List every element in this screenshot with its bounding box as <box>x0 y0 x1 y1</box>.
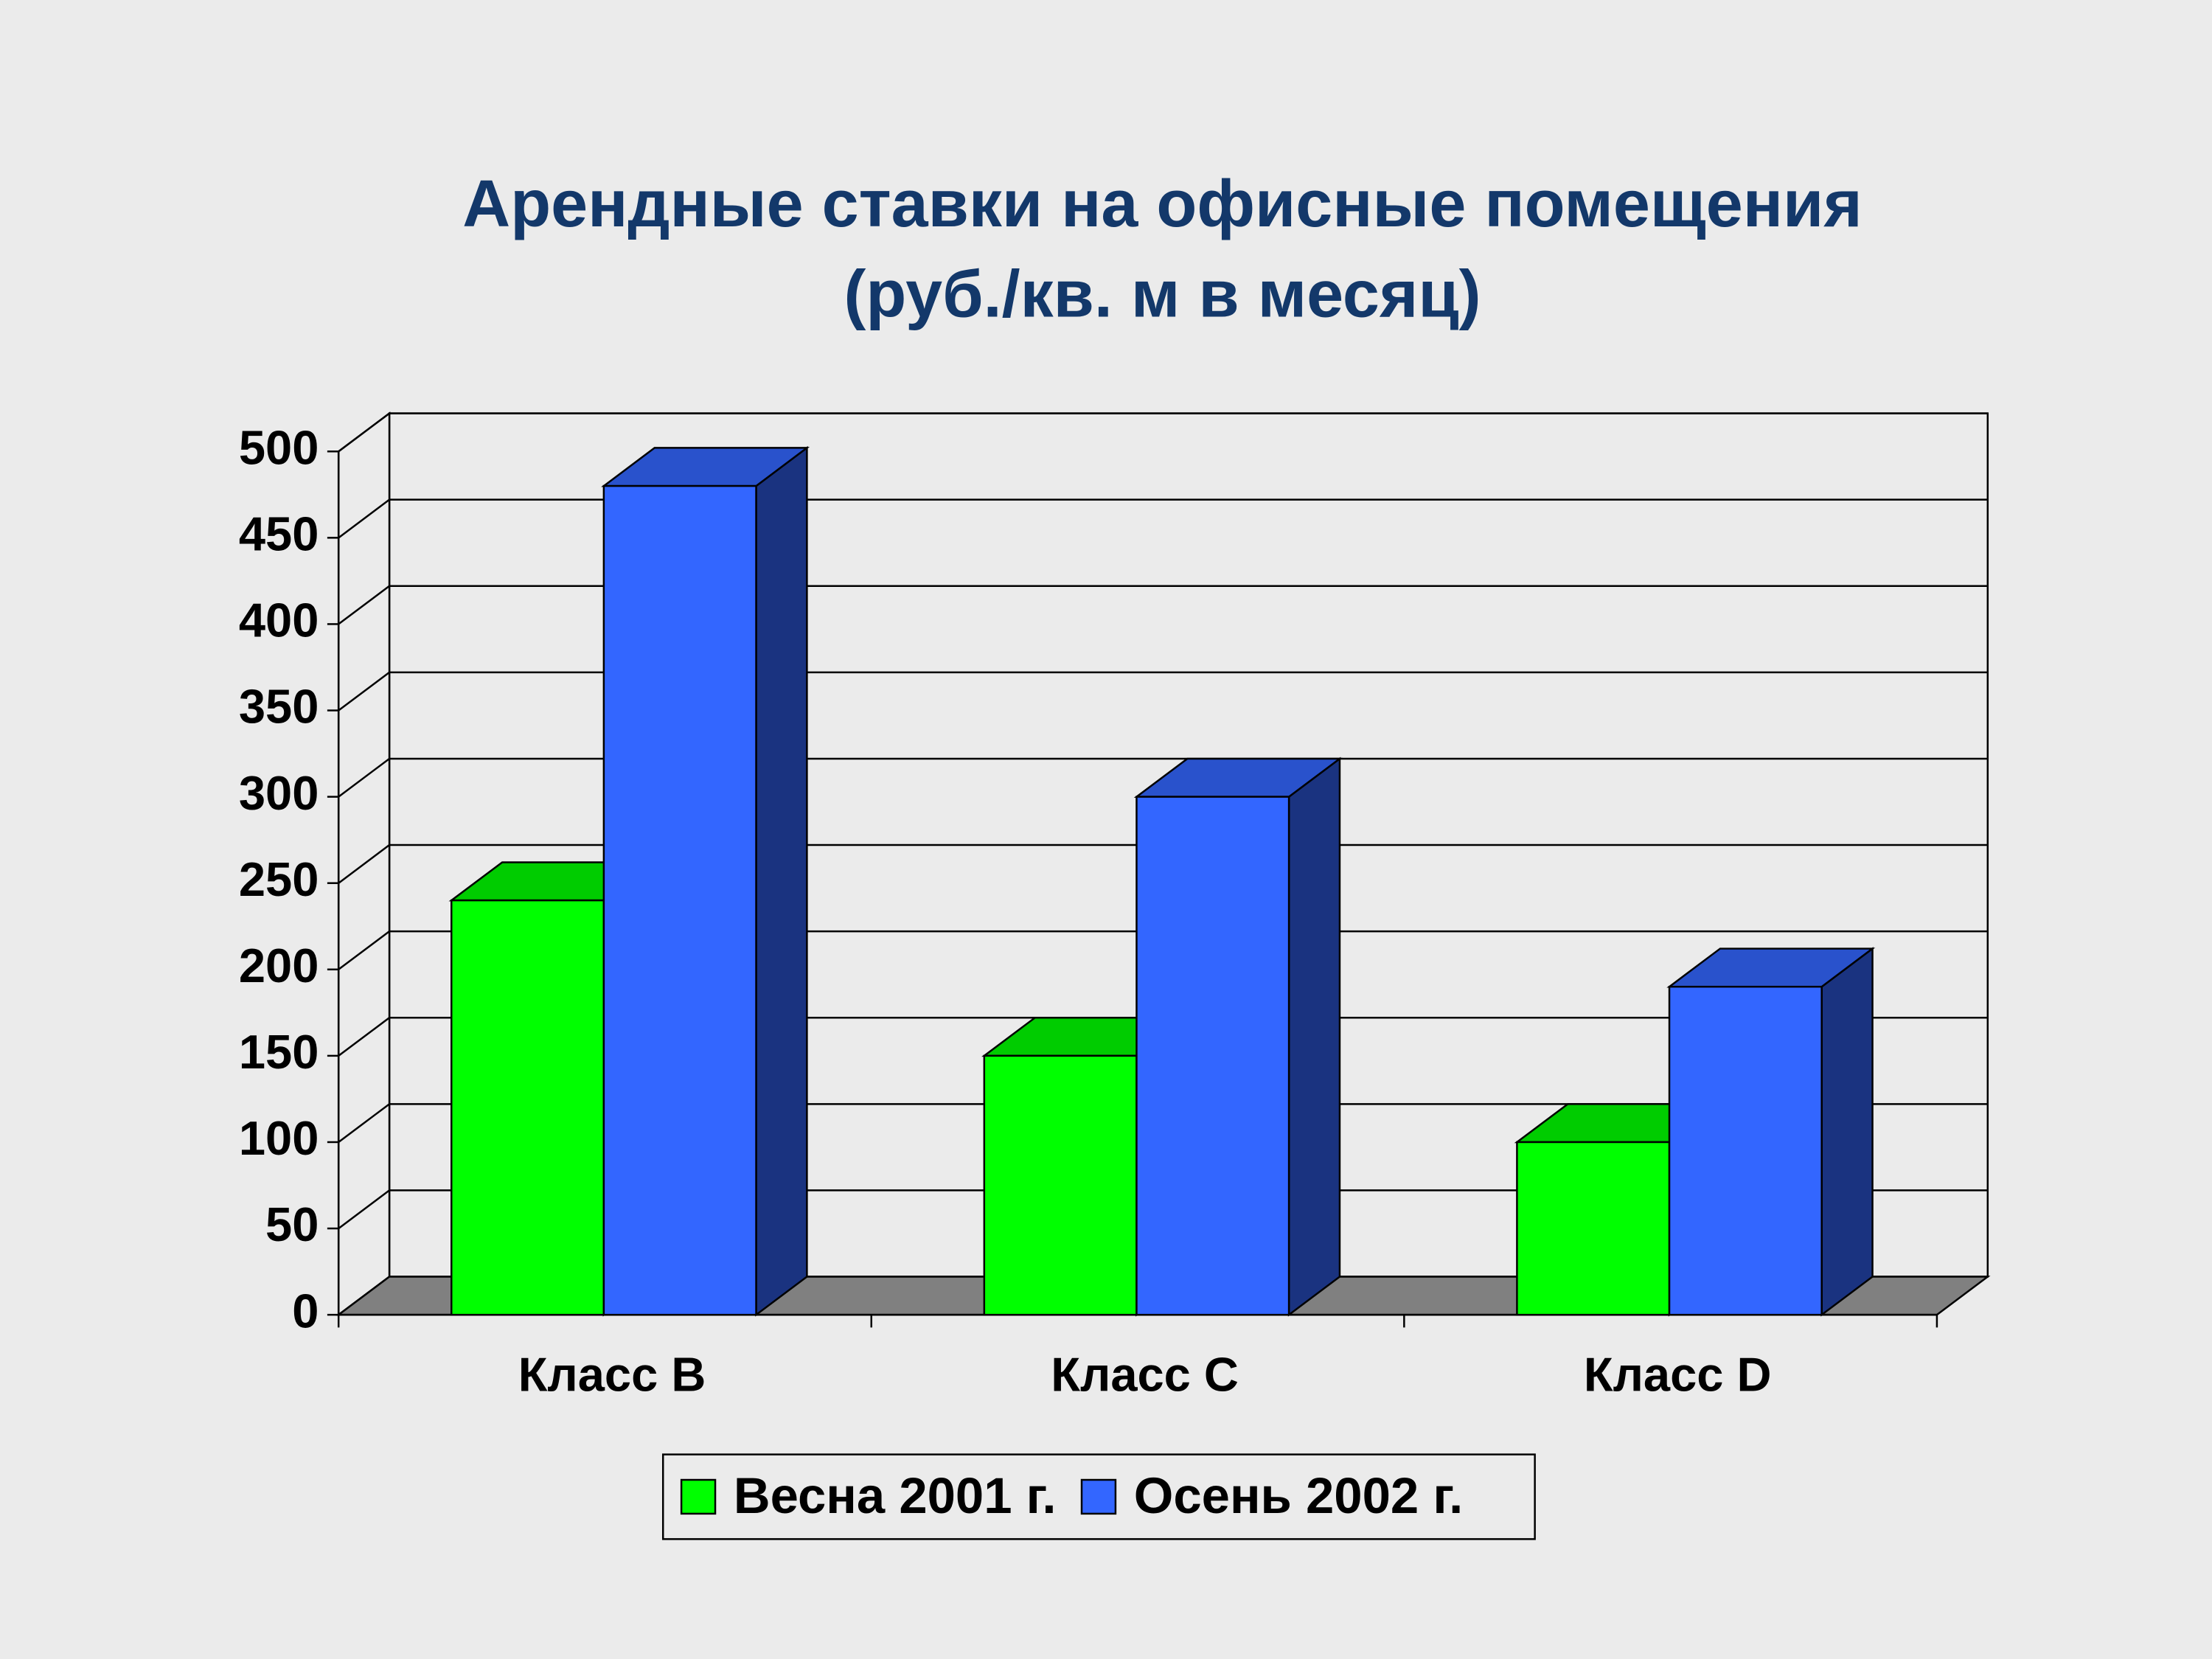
grid-line <box>338 930 1988 970</box>
grid-line <box>338 585 1988 625</box>
legend-label: Весна 2001 г. <box>734 1467 1057 1524</box>
grid-line <box>338 1016 1988 1057</box>
bar-side <box>755 445 808 1317</box>
bar-side <box>1287 757 1341 1317</box>
bar <box>1668 985 1823 1316</box>
legend-label: Осень 2002 г. <box>1134 1467 1463 1524</box>
grid-line <box>338 757 1988 798</box>
bar <box>602 484 757 1316</box>
bar-side <box>1820 947 1874 1317</box>
grid-line <box>338 498 1988 539</box>
grid-line <box>338 844 1988 884</box>
x-tick-label: Класс B <box>518 1347 706 1401</box>
grid-line <box>338 1103 1988 1143</box>
bar <box>983 1054 1138 1316</box>
x-tick-label: Класс C <box>1051 1347 1239 1401</box>
y-tick-label: 100 <box>239 1111 319 1165</box>
bar <box>451 899 605 1316</box>
y-tick-label: 50 <box>265 1197 319 1251</box>
bar <box>1135 796 1290 1316</box>
y-tick-label: 450 <box>239 507 319 561</box>
chart-title: Арендные ставки на офисные помещения <box>462 167 1862 241</box>
y-tick-label: 350 <box>239 680 319 734</box>
y-tick-label: 200 <box>239 939 319 992</box>
y-tick-label: 500 <box>239 420 319 474</box>
legend-swatch <box>1080 1478 1117 1515</box>
y-tick-label: 150 <box>239 1025 319 1079</box>
x-tick-label: Класс D <box>1584 1347 1772 1401</box>
legend-swatch <box>680 1478 717 1515</box>
y-tick-label: 300 <box>239 766 319 820</box>
bar <box>1516 1141 1671 1316</box>
chart-subtitle: (руб./кв. м в месяц) <box>844 257 1481 331</box>
grid-line <box>338 671 1988 712</box>
grid-line <box>338 1189 1988 1230</box>
y-tick-label: 0 <box>292 1284 319 1338</box>
y-tick-label: 250 <box>239 852 319 906</box>
y-tick-label: 400 <box>239 594 319 647</box>
grid-line <box>338 412 1988 453</box>
